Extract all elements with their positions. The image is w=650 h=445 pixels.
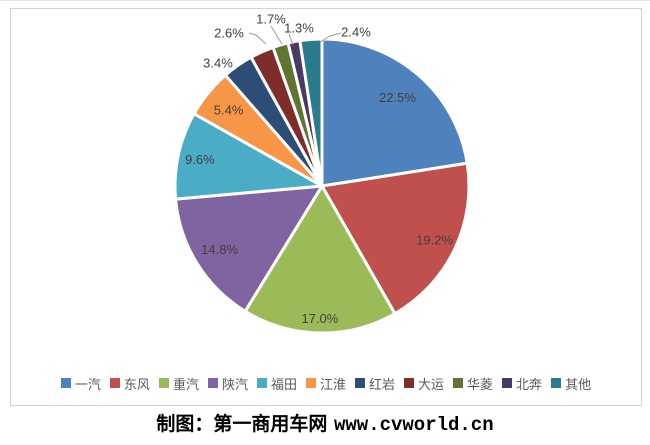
- legend-item-福田: 福田: [256, 374, 297, 393]
- legend-item-东风: 东风: [109, 374, 150, 393]
- label-leader-line: [270, 25, 283, 45]
- legend-label: 其他: [565, 376, 592, 392]
- legend-item-其他: 其他: [551, 374, 591, 393]
- slice-label: 22.5%: [379, 90, 416, 105]
- pie-slice-福田: [173, 112, 324, 201]
- legend-item-北奔: 北奔: [502, 374, 542, 393]
- legend-label: 东风: [123, 376, 150, 392]
- slice-label: 17.0%: [301, 311, 338, 326]
- pie-slice-陕汽: [174, 184, 324, 313]
- slice-label: 3.4%: [203, 56, 233, 71]
- legend-item-江淮: 江淮: [305, 374, 346, 393]
- legend-label: 福田: [270, 376, 297, 392]
- legend-label: 陕汽: [221, 376, 248, 392]
- caption-url: www.cvworld.cn: [333, 414, 494, 436]
- legend-label: 北奔: [516, 376, 543, 392]
- label-leader-line: [248, 32, 267, 45]
- label-leader-line: [288, 33, 294, 46]
- slice-label: 1.3%: [284, 21, 314, 36]
- legend-label: 一汽: [74, 376, 101, 392]
- legend-item-华菱: 华菱: [453, 374, 493, 393]
- legend-swatch: [453, 378, 464, 388]
- legend-item-陕汽: 陕汽: [207, 374, 248, 393]
- legend-label: 大运: [418, 376, 445, 392]
- legend-label: 红岩: [369, 376, 396, 392]
- pie-slice-其他: [298, 37, 324, 188]
- legend-swatch: [305, 378, 316, 388]
- slice-label: 19.2%: [416, 233, 453, 248]
- caption-text: 制图：第一商用车网: [156, 413, 334, 435]
- slice-label: 9.6%: [185, 152, 215, 167]
- label-leader-line: [319, 32, 342, 43]
- page-top-border: [0, 0, 650, 1]
- legend-label: 重汽: [172, 376, 199, 392]
- chart-caption: 制图：第一商用车网 www.cvworld.cn: [0, 409, 650, 440]
- slice-label: 2.4%: [341, 25, 371, 40]
- legend-item-大运: 大运: [404, 374, 444, 393]
- legend-swatch: [551, 378, 562, 388]
- legend-swatch: [256, 378, 267, 388]
- legend-label: 江淮: [319, 376, 346, 392]
- legend-item-一汽: 一汽: [60, 374, 101, 393]
- pie-slice-一汽: [320, 37, 469, 188]
- pie-slice-重汽: [243, 184, 397, 335]
- legend-item-红岩: 红岩: [355, 374, 395, 393]
- chart-legend: 一汽 东风 重汽 陕汽 福田 江淮 红岩 大运 华菱 北奔 其他: [10, 372, 642, 394]
- legend-label: 华菱: [467, 376, 494, 392]
- slice-label: 5.4%: [214, 102, 244, 117]
- legend-swatch: [207, 378, 218, 388]
- slice-label: 14.8%: [201, 242, 238, 257]
- slice-label: 1.7%: [256, 12, 286, 27]
- legend-swatch: [158, 378, 169, 388]
- legend-item-重汽: 重汽: [158, 374, 199, 393]
- legend-swatch: [404, 378, 415, 388]
- slice-label: 2.6%: [214, 26, 244, 41]
- legend-swatch: [60, 378, 71, 388]
- legend-swatch: [355, 378, 365, 388]
- pie-slice-东风: [320, 161, 471, 316]
- legend-swatch: [502, 378, 513, 388]
- legend-swatch: [109, 378, 120, 388]
